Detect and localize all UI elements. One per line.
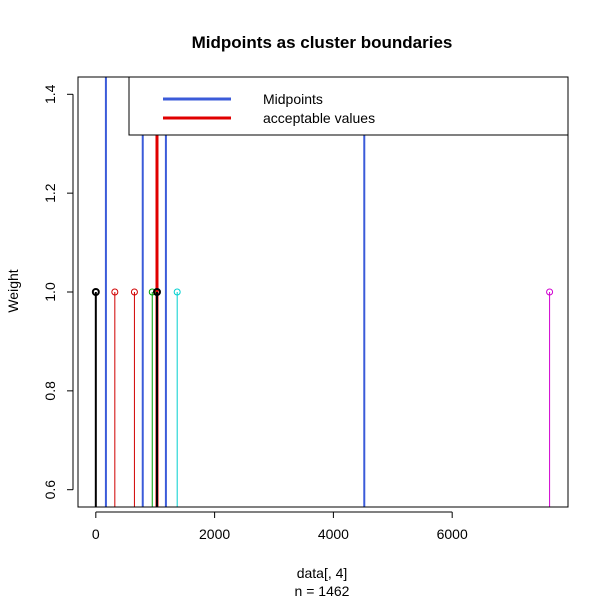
x-axis: 0 2000 4000 6000	[92, 511, 468, 542]
data-point	[148, 288, 156, 296]
legend-box	[128, 76, 569, 136]
legend-label: Midpoints	[263, 91, 323, 107]
y-axis-label: Weight	[5, 269, 21, 312]
y-axis: 0.6 0.8 1.0 1.2 1.4	[42, 84, 74, 500]
data-point	[152, 288, 161, 296]
sample-size-label: n = 1462	[295, 583, 350, 599]
data-point	[173, 288, 181, 296]
y-tick-label: 0.8	[42, 381, 58, 401]
y-tick-label: 1.0	[42, 282, 58, 302]
x-tick-label: 2000	[199, 526, 230, 542]
chart-title: Midpoints as cluster boundaries	[192, 33, 453, 52]
x-tick-label: 4000	[318, 526, 349, 542]
y-tick-label: 0.6	[42, 480, 58, 500]
plot-area	[91, 77, 554, 507]
legend: Midpoints acceptable values	[128, 76, 569, 136]
x-tick-label: 6000	[437, 526, 468, 542]
data-point	[111, 288, 119, 296]
y-tick-label: 1.4	[42, 84, 58, 104]
plot-frame	[77, 76, 569, 508]
data-point	[91, 288, 100, 296]
x-tick-label: 0	[92, 526, 100, 542]
legend-label: acceptable values	[263, 110, 375, 126]
data-point	[546, 288, 554, 296]
y-tick-label: 1.2	[42, 183, 58, 203]
x-axis-label: data[, 4]	[297, 565, 348, 581]
data-point	[130, 288, 138, 296]
